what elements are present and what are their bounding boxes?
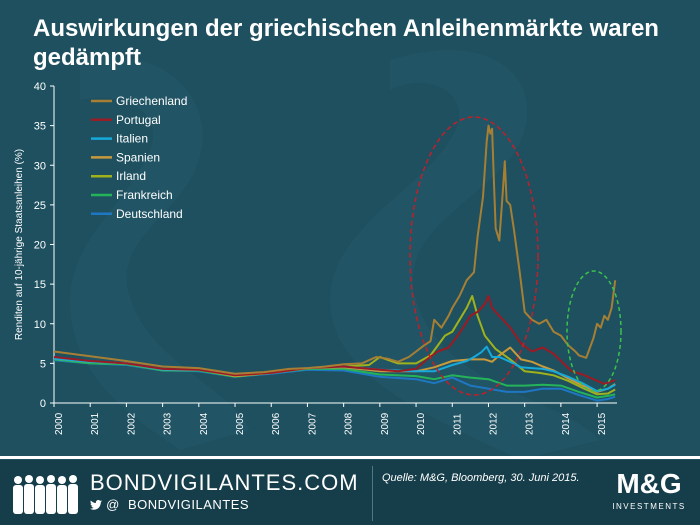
y-tick-label: 35 [34, 121, 46, 133]
y-tick-label: 25 [34, 200, 46, 212]
x-tick-label: 2012 [488, 412, 499, 435]
legend-label-spanien: Spanien [116, 150, 160, 164]
legend-label-deutschland: Deutschland [116, 207, 183, 221]
twitter-handle[interactable]: @ BONDVIGILANTES [90, 497, 249, 512]
x-tick-label: 2008 [344, 412, 355, 435]
mg-logo-text: M&G [616, 468, 682, 499]
mg-investments-logo: M&G INVESTMENTS [604, 466, 694, 518]
x-tick-label: 2007 [307, 412, 318, 435]
highlight-ellipse-eurocrisis [409, 116, 539, 396]
legend-label-frankreich: Frankreich [116, 188, 173, 202]
x-tick-label: 2006 [271, 412, 282, 435]
y-tick-label: 20 [34, 240, 46, 252]
legend-label-portugal: Portugal [116, 113, 161, 127]
y-tick-label: 40 [34, 81, 46, 93]
legend-label-irland: Irland [116, 169, 146, 183]
chart-title: Auswirkungen der griechischen Anleihenmä… [33, 15, 659, 71]
y-tick-label: 0 [40, 398, 46, 410]
x-tick-label: 2010 [416, 412, 427, 435]
bondvigilantes-team-silhouette-icon [13, 475, 78, 514]
series-line-portugal [53, 295, 616, 385]
twitter-at: @ [106, 497, 120, 512]
x-tick-label: 2009 [380, 412, 391, 435]
y-tick-label: 15 [34, 279, 46, 291]
x-tick-label: 2015 [597, 412, 608, 435]
x-tick-label: 2002 [126, 412, 137, 435]
x-tick-label: 2005 [235, 412, 246, 435]
yield-chart: 0 5 10 15 20 25 30 35 40 2000 2001 2002 2003 2004 2005… [14, 81, 622, 435]
series-line-irland [53, 295, 616, 396]
twitter-handle-label: BONDVIGILANTES [127, 497, 250, 512]
mg-logo-subtext: INVESTMENTS [612, 502, 686, 511]
footer-divider [0, 456, 700, 459]
x-tick-label: 2000 [54, 412, 65, 435]
y-tick-label: 30 [34, 160, 46, 172]
x-tick-label: 2004 [199, 412, 210, 435]
x-tick-label: 2003 [163, 412, 174, 435]
footer-vertical-divider [372, 466, 373, 521]
highlight-ellipse-2015 [566, 270, 622, 392]
source-note: Quelle: M&G, Bloomberg, 30. Juni 2015. [382, 472, 580, 484]
y-tick-label: 10 [34, 319, 46, 331]
legend-label-griechenland: Griechenland [116, 94, 187, 108]
y-tick-label: 5 [40, 358, 46, 370]
legend-label-italien: Italien [116, 132, 148, 146]
background-ampersand-watermark [0, 0, 700, 460]
footer [0, 460, 700, 525]
twitter-bird-icon [90, 500, 102, 510]
x-tick-label: 2014 [561, 412, 572, 435]
x-tick-label: 2013 [525, 412, 536, 435]
y-axis-label: Renditen auf 10-jährige Staatsanleihen (… [14, 149, 25, 340]
x-tick-label: 2001 [90, 412, 101, 435]
x-tick-label: 2011 [452, 413, 463, 435]
bondvigilantes-brand-link[interactable]: BONDVIGILANTES.COM [90, 470, 359, 495]
